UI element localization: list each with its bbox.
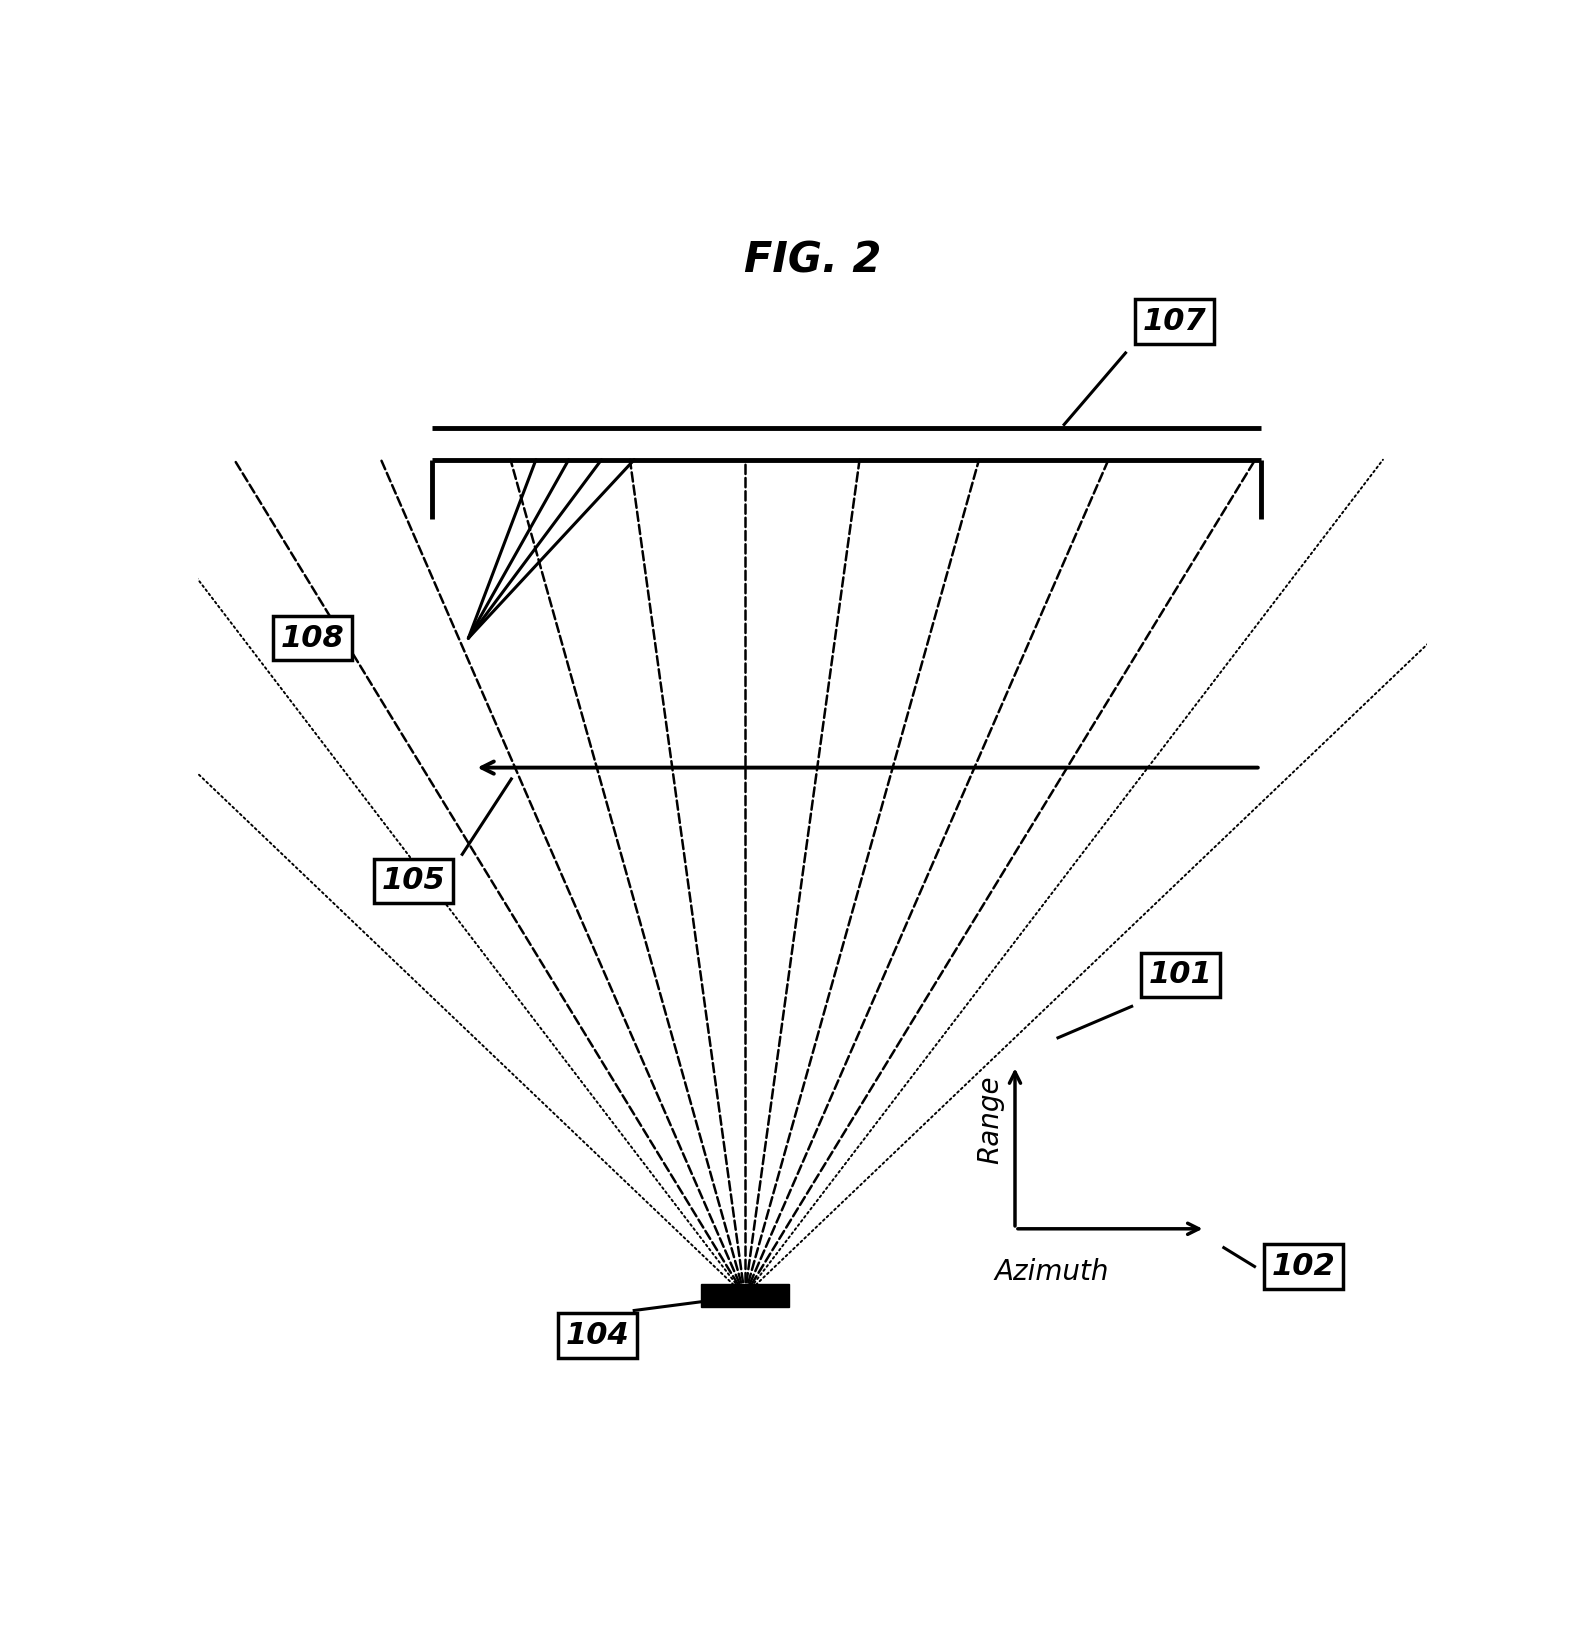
Text: 101: 101 [1149, 961, 1213, 989]
Text: 102: 102 [1271, 1252, 1336, 1281]
Text: 105: 105 [382, 867, 445, 896]
Text: Azimuth: Azimuth [995, 1258, 1110, 1286]
Text: 107: 107 [1143, 307, 1206, 336]
Text: Range: Range [976, 1075, 1005, 1164]
Text: 104: 104 [566, 1322, 629, 1350]
Text: 108: 108 [281, 623, 344, 653]
Text: FIG. 2: FIG. 2 [743, 240, 881, 282]
Bar [701, 1284, 789, 1307]
